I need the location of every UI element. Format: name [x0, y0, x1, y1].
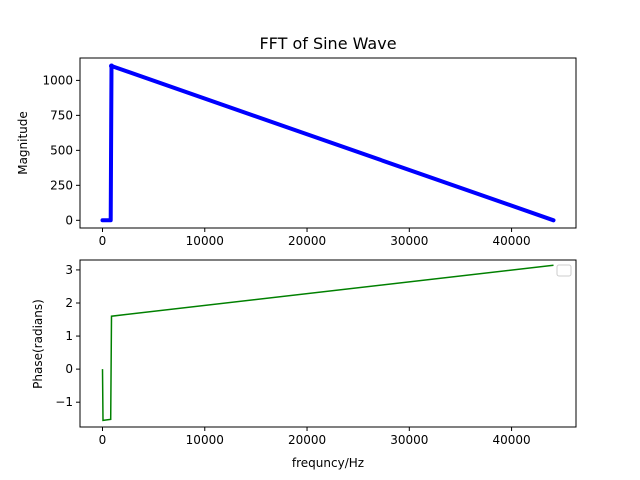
peak-point: [108, 63, 114, 69]
x-axis-ticks: 0 10000 20000 30000 40000: [99, 427, 531, 447]
x-tick-label: 30000: [390, 234, 428, 248]
x-tick-label: 20000: [288, 433, 326, 447]
phase-plot-area: [101, 264, 554, 422]
y-tick-label: 500: [50, 143, 73, 157]
magnitude-chart: FFT of Sine Wave Magnitude 0 10000 20000 30…: [16, 34, 577, 248]
y-tick-label: 750: [50, 108, 73, 122]
phase-line: [101, 264, 554, 422]
x-tick-label: 0: [99, 234, 107, 248]
chart-title: FFT of Sine Wave: [259, 34, 396, 53]
x-tick-label: 40000: [492, 433, 530, 447]
y-tick-label: 0: [65, 362, 73, 376]
x-tick-label: 10000: [186, 433, 224, 447]
y-axis-label: Magnitude: [16, 111, 30, 175]
y-tick-label: 1: [65, 329, 73, 343]
y-axis-ticks: 0 250 500 750 1000: [42, 73, 80, 227]
x-tick-label: 0: [99, 433, 107, 447]
y-tick-label: 1000: [42, 73, 73, 87]
y-tick-label: 3: [65, 263, 73, 277]
plot-frame: [79, 259, 577, 428]
x-axis-ticks: 0 10000 20000 30000 40000: [99, 228, 531, 248]
x-tick-label: 10000: [186, 234, 224, 248]
y-tick-label: 2: [65, 296, 73, 310]
y-tick-label: −1: [55, 395, 73, 409]
magnitude-line: [102, 64, 554, 222]
x-tick-label: 40000: [492, 234, 530, 248]
y-axis-ticks: −1 0 1 2 3: [55, 263, 80, 409]
magnitude-plot-area: [100, 63, 556, 223]
y-tick-label: 250: [50, 178, 73, 192]
phase-chart: Phase(radians) frequncy/Hz 0 10000 20000 30…: [31, 259, 577, 470]
plot-frame: [79, 57, 577, 229]
y-axis-label: Phase(radians): [31, 299, 45, 389]
x-axis-label: frequncy/Hz: [292, 456, 364, 470]
x-tick-label: 20000: [288, 234, 326, 248]
legend-box: [556, 264, 572, 277]
y-tick-label: 0: [65, 213, 73, 227]
x-tick-label: 30000: [390, 433, 428, 447]
